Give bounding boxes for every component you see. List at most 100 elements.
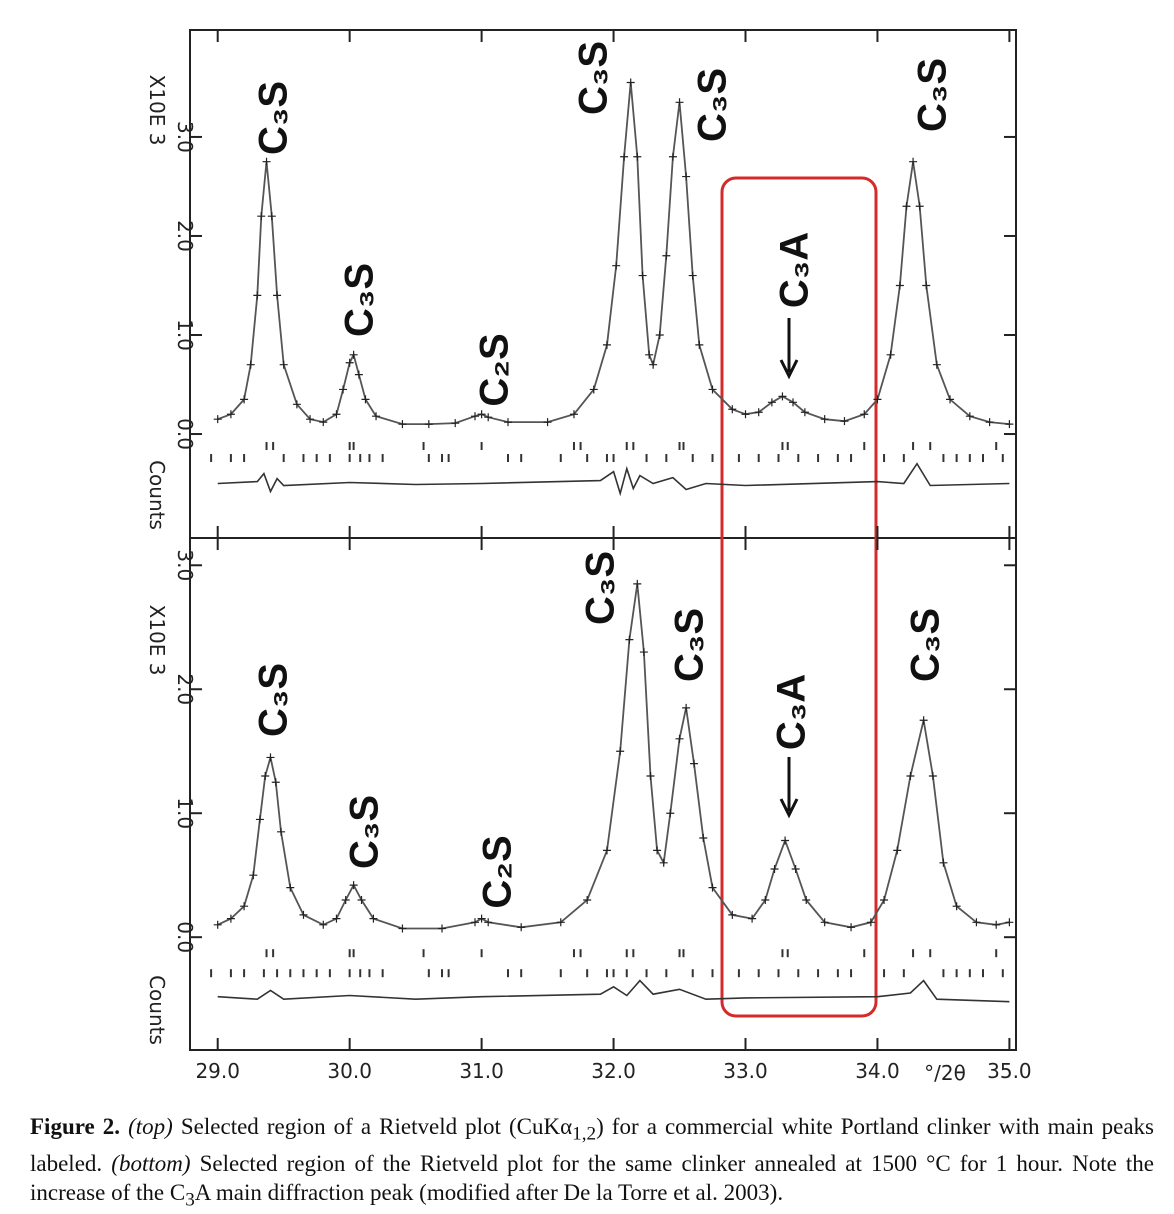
observed-marker xyxy=(471,412,480,421)
caption: Figure 2. (top) Selected region of a Rie… xyxy=(30,1112,1154,1214)
observed-marker xyxy=(728,910,737,919)
profile-curve xyxy=(217,583,1010,930)
observed-marker xyxy=(902,202,911,211)
observed-marker xyxy=(778,392,787,401)
peak-label: C₃A xyxy=(773,232,817,308)
x-axis-label: °/2θ xyxy=(924,1061,966,1085)
y-axis-label: X10E 3 xyxy=(145,605,169,676)
observed-marker xyxy=(860,410,869,419)
observed-marker xyxy=(708,883,717,892)
observed-marker xyxy=(893,846,902,855)
observed-marker xyxy=(583,895,592,904)
difference-curve xyxy=(217,979,1010,1003)
observed-marker xyxy=(262,157,271,166)
observed-marker xyxy=(299,910,308,919)
observed-marker xyxy=(626,78,635,87)
observed-marker xyxy=(369,914,378,923)
observed-marker xyxy=(398,924,407,933)
observed-marker xyxy=(477,410,486,419)
observed-marker xyxy=(922,281,931,290)
peak-label: C₃S xyxy=(338,263,382,337)
observed-marker xyxy=(266,753,275,762)
observed-marker xyxy=(633,579,642,588)
observed-marker xyxy=(946,395,955,404)
observed-marker xyxy=(886,350,895,359)
observed-marker xyxy=(675,98,684,107)
observed-marker xyxy=(767,398,776,407)
observed-marker xyxy=(695,340,704,349)
observed-marker xyxy=(638,271,647,280)
arrow-head xyxy=(779,359,799,380)
observed-marker xyxy=(361,395,370,404)
chart: 0.0 1.0 2.0 3.0 X10E 3 Counts C₃S C₃S C₂S C₃S C₃S C… xyxy=(145,29,1032,1085)
observed-marker xyxy=(682,703,691,712)
observed-marker xyxy=(791,865,800,874)
y-tick-label: 0.0 xyxy=(173,418,197,450)
observed-marker xyxy=(639,648,648,657)
observed-marker xyxy=(569,410,578,419)
peak-label: C₃S xyxy=(252,81,296,155)
y-tick-label: 1.0 xyxy=(173,319,197,351)
observed-marker xyxy=(789,398,798,407)
observed-marker xyxy=(770,865,779,874)
observed-marker xyxy=(932,360,941,369)
caption-label: Figure 2. xyxy=(30,1114,121,1139)
x-tick-label: 35.0 xyxy=(987,1059,1032,1083)
observed-marker xyxy=(655,330,664,339)
x-tick-label: 31.0 xyxy=(459,1059,504,1083)
observed-marker xyxy=(556,918,565,927)
x-tick-label: 32.0 xyxy=(591,1059,636,1083)
observed-marker xyxy=(213,920,222,929)
observed-marker xyxy=(602,846,611,855)
observed-marker xyxy=(992,920,1001,929)
observed-marker xyxy=(345,358,354,367)
observed-marker xyxy=(682,172,691,181)
observed-marker xyxy=(292,400,301,409)
peak-label: C₂S xyxy=(473,333,517,406)
observed-marker xyxy=(662,251,671,260)
y-tick-label: 3.0 xyxy=(173,121,197,153)
observed-marker xyxy=(659,858,668,867)
peak-label: C₂S xyxy=(476,835,520,908)
observed-marker xyxy=(761,895,770,904)
observed-marker xyxy=(286,883,295,892)
observed-marker xyxy=(688,271,697,280)
observed-marker xyxy=(357,895,366,904)
observed-marker xyxy=(484,413,493,422)
peak-label: C₃A xyxy=(770,674,814,750)
observed-marker xyxy=(213,415,222,424)
observed-marker xyxy=(543,418,552,427)
caption-part: (top) xyxy=(128,1114,173,1139)
observed-marker xyxy=(928,772,937,781)
caption-text: Selected region of a Rietveld plot (CuKα xyxy=(180,1114,573,1139)
observed-marker xyxy=(708,385,717,394)
peak-label: C₃S xyxy=(668,608,712,682)
observed-marker xyxy=(503,418,512,427)
observed-marker xyxy=(802,895,811,904)
caption-sub: 1,2 xyxy=(572,1123,597,1145)
observed-marker xyxy=(616,747,625,756)
observed-marker xyxy=(699,834,708,843)
observed-marker xyxy=(273,291,282,300)
observed-marker xyxy=(249,871,258,880)
observed-marker xyxy=(612,261,621,270)
observed-marker xyxy=(620,152,629,161)
observed-marker xyxy=(339,385,348,394)
observed-marker xyxy=(341,895,350,904)
peak-label: C₃S xyxy=(911,58,955,132)
profile-curve xyxy=(217,82,1010,425)
observed-marker xyxy=(728,405,737,414)
x-tick-label: 29.0 xyxy=(195,1059,240,1083)
observed-marker xyxy=(332,914,341,923)
observed-marker xyxy=(741,410,750,419)
observed-marker xyxy=(915,202,924,211)
caption-text: A main diffraction peak (modified after … xyxy=(194,1179,784,1205)
y-tick-label: 2.0 xyxy=(173,220,197,252)
observed-marker xyxy=(748,914,757,923)
observed-marker xyxy=(965,412,974,421)
observed-marker xyxy=(240,395,249,404)
y-axis-label: Counts xyxy=(145,460,169,530)
observed-marker xyxy=(919,716,928,725)
observed-marker xyxy=(306,415,315,424)
